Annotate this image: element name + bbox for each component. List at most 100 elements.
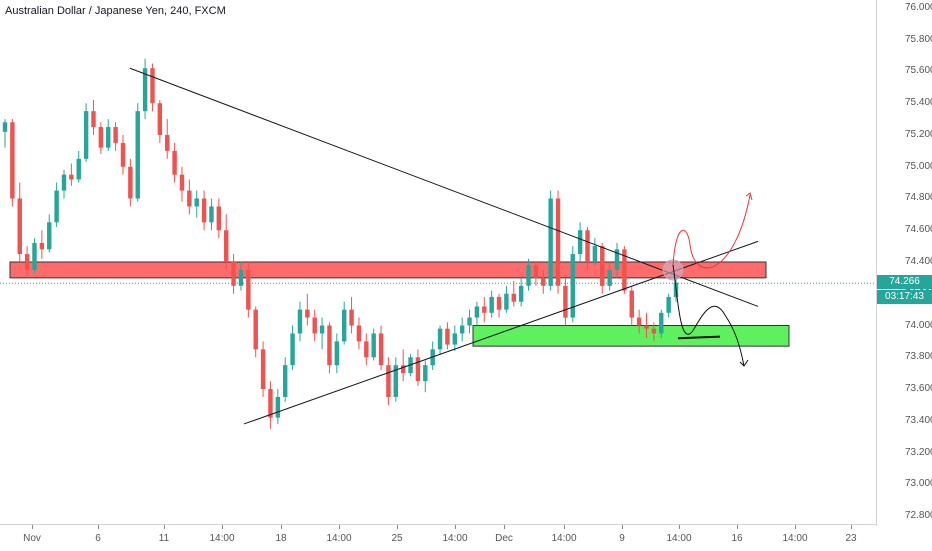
candle-body [61, 174, 67, 191]
forecast-up-arrowhead [745, 192, 753, 201]
price-axis[interactable]: 76.000 75.800 75.600 75.400 75.200 75.000 74.8… [876, 0, 932, 526]
candle-body [349, 309, 354, 326]
price-tick-label: 75.000 [905, 160, 932, 172]
time-tick-mark [679, 525, 680, 529]
candle-body [371, 333, 376, 358]
candle-body [577, 230, 583, 255]
price-tick-label: 75.400 [905, 97, 932, 109]
bar-countdown-label: 03:17:43 [877, 290, 932, 304]
candle-body [113, 127, 118, 143]
candle-body [312, 317, 317, 334]
candle-body [10, 122, 15, 199]
candle-body [172, 150, 177, 175]
candle-body [39, 242, 45, 250]
candle-body [83, 111, 89, 159]
candle-body [541, 277, 546, 286]
candle-body [319, 325, 325, 334]
candle-body [268, 389, 273, 418]
time-tick-label: 18 [275, 533, 287, 544]
time-tick-mark [564, 525, 565, 529]
candle-body [253, 309, 258, 350]
candle-body [135, 111, 140, 199]
candle-body [651, 328, 657, 334]
price-tick-label: 75.800 [905, 33, 932, 45]
candle-body [629, 290, 634, 318]
candle-body [526, 265, 531, 286]
time-tick-mark [397, 525, 398, 529]
candle-body [223, 230, 229, 262]
candle-body [600, 246, 605, 286]
support-marker-line [677, 335, 721, 340]
candle-body [504, 293, 509, 310]
candle-body [400, 365, 406, 374]
candle-body [356, 325, 362, 342]
candle-body [570, 254, 575, 318]
candle-body [201, 198, 207, 223]
time-tick-mark [851, 525, 852, 529]
candle-body [2, 122, 8, 132]
price-tick-label: 75.200 [905, 128, 932, 140]
candle-body [54, 190, 59, 223]
time-tick-mark [504, 525, 505, 529]
candle-body [17, 198, 22, 255]
support-zone [472, 325, 790, 347]
candle-body [459, 325, 465, 334]
candle-body [474, 306, 480, 318]
candle-body [437, 328, 443, 350]
time-tick-label: 6 [95, 533, 101, 544]
price-tick-label: 73.600 [905, 383, 932, 395]
candle-body [511, 293, 516, 302]
candle-body [393, 365, 399, 397]
candle-body [128, 166, 133, 199]
candle-body [290, 333, 295, 366]
time-tick-label: 23 [845, 533, 857, 544]
price-tick-label: 74.600 [905, 224, 932, 236]
candle-body [297, 309, 303, 334]
candle-body [489, 296, 494, 313]
candle-body [238, 269, 244, 286]
candle-body [106, 127, 111, 148]
resistance-zone [9, 261, 767, 279]
candle-body [150, 68, 155, 104]
candle-body [216, 206, 222, 231]
time-tick-mark [622, 525, 623, 529]
time-tick-label: Nov [23, 533, 41, 544]
candle-body [24, 254, 30, 270]
candle-body [636, 317, 642, 326]
candle-body [378, 333, 384, 366]
time-tick-mark [795, 525, 796, 529]
time-axis[interactable]: Nov 6 11 14:00 18 14:00 25 14:00 Dec 14:00 9 14:00 1… [0, 524, 876, 551]
candle-body [445, 328, 450, 345]
candle-body [482, 306, 487, 313]
candle-body [47, 222, 52, 250]
candle-body [327, 325, 332, 366]
time-tick-label: 16 [731, 533, 743, 544]
candle-body [555, 198, 561, 286]
time-tick-label: 14:00 [666, 533, 692, 544]
candle-body [120, 142, 126, 167]
candle-body [165, 134, 170, 151]
time-tick-mark [737, 525, 738, 529]
candle-body [69, 174, 74, 180]
candle-body [423, 365, 428, 382]
candle-body [305, 309, 310, 318]
price-tick-label: 72.800 [905, 510, 932, 522]
price-plot[interactable] [0, 0, 876, 524]
time-tick-mark [455, 525, 456, 529]
time-tick-label: 25 [391, 533, 403, 544]
price-tick-label: 74.400 [905, 256, 932, 267]
candle-body [467, 317, 472, 326]
candle-body [157, 103, 163, 135]
candle-body [179, 174, 185, 191]
candle-body [415, 357, 421, 382]
candle-body [659, 312, 664, 334]
candle-body [622, 249, 627, 291]
candle-body [452, 333, 458, 345]
time-tick-mark [339, 525, 340, 529]
candle-body [666, 296, 671, 313]
candle-body [592, 246, 598, 262]
time-tick-mark [98, 525, 99, 529]
candle-body [334, 341, 340, 366]
candle-body [644, 325, 649, 329]
